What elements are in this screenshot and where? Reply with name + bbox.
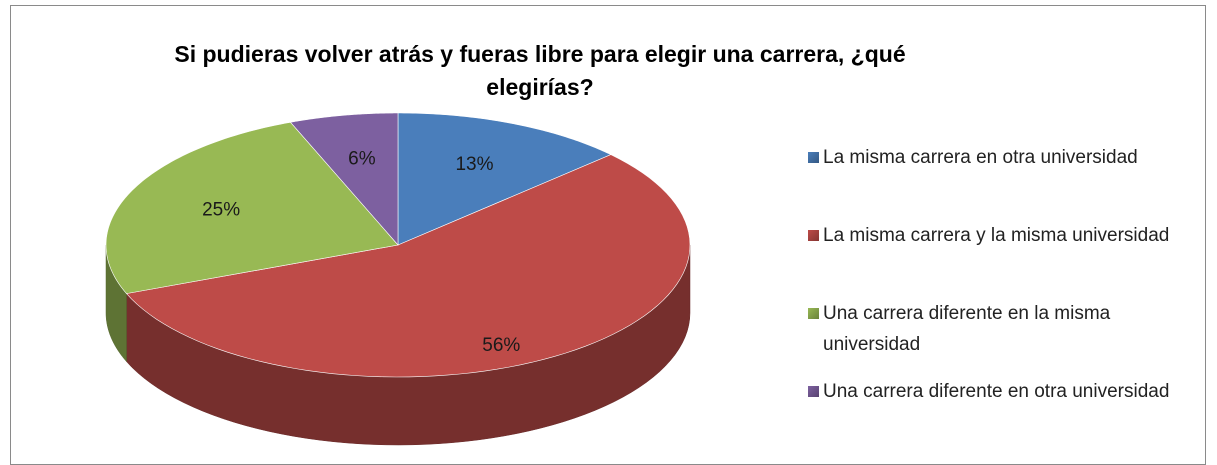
data-label: 13% — [455, 154, 493, 175]
legend-item: Una carrera diferente en otra universida… — [808, 376, 1188, 454]
legend-swatch — [808, 152, 819, 163]
chart-title: Si pudieras volver atrás y fueras libre … — [174, 41, 906, 100]
pie-slice — [105, 121, 399, 294]
data-label: 56% — [482, 335, 520, 356]
legend-swatch — [808, 308, 819, 319]
legend-item: La misma carrera y la misma universidad — [808, 220, 1188, 298]
data-label: 6% — [348, 148, 376, 169]
legend: La misma carrera en otra universidad La m… — [808, 142, 1188, 454]
legend-swatch — [808, 386, 819, 397]
legend-label: La misma carrera en otra universidad — [823, 147, 1138, 168]
pie-slice — [125, 154, 691, 378]
legend-label: Una carrera diferente en la misma univer… — [823, 303, 1111, 355]
data-label: 25% — [202, 199, 240, 220]
legend-label: Una carrera diferente en otra universida… — [823, 381, 1170, 402]
legend-item: La misma carrera en otra universidad — [808, 142, 1188, 220]
legend-item: Una carrera diferente en la misma univer… — [808, 298, 1188, 376]
legend-label: La misma carrera y la misma universidad — [823, 225, 1170, 246]
pie-slice — [397, 112, 612, 246]
legend-swatch — [808, 230, 819, 241]
pie-slice — [289, 112, 399, 246]
